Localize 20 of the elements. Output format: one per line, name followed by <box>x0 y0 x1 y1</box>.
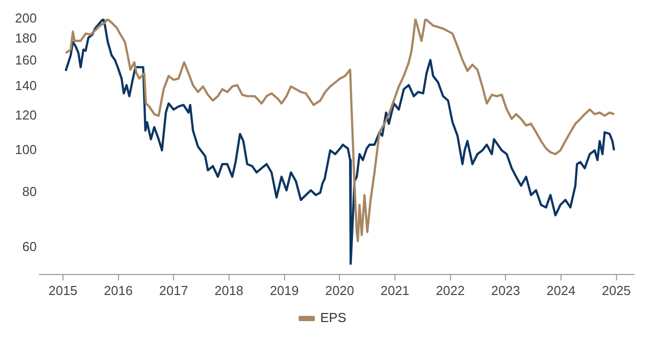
x-tick-label: 2018 <box>214 282 244 298</box>
x-tick-label: 2015 <box>48 282 78 298</box>
y-tick-label: 200 <box>14 10 37 26</box>
x-tick-label: 2016 <box>104 282 133 298</box>
y-tick-label: 100 <box>14 142 37 157</box>
x-tick-label: 2017 <box>159 282 188 298</box>
legend-label: EPS <box>320 310 347 326</box>
x-tick-label: 2025 <box>602 282 631 298</box>
x-tick-label: 2020 <box>325 282 354 298</box>
y-tick-label: 180 <box>14 30 37 46</box>
y-tick-label: 80 <box>22 184 37 200</box>
y-tick-label: 140 <box>14 78 37 94</box>
x-tick-label: 2019 <box>270 282 299 298</box>
y-tick-label: 120 <box>14 107 37 122</box>
y-tick-label: 160 <box>14 52 37 68</box>
x-tick-label: 2022 <box>436 282 465 298</box>
x-tick-label: 2024 <box>546 282 576 298</box>
x-tick-label: 2021 <box>380 282 410 298</box>
x-tick-label: 2023 <box>491 282 520 298</box>
y-tick-label: 60 <box>22 238 37 254</box>
